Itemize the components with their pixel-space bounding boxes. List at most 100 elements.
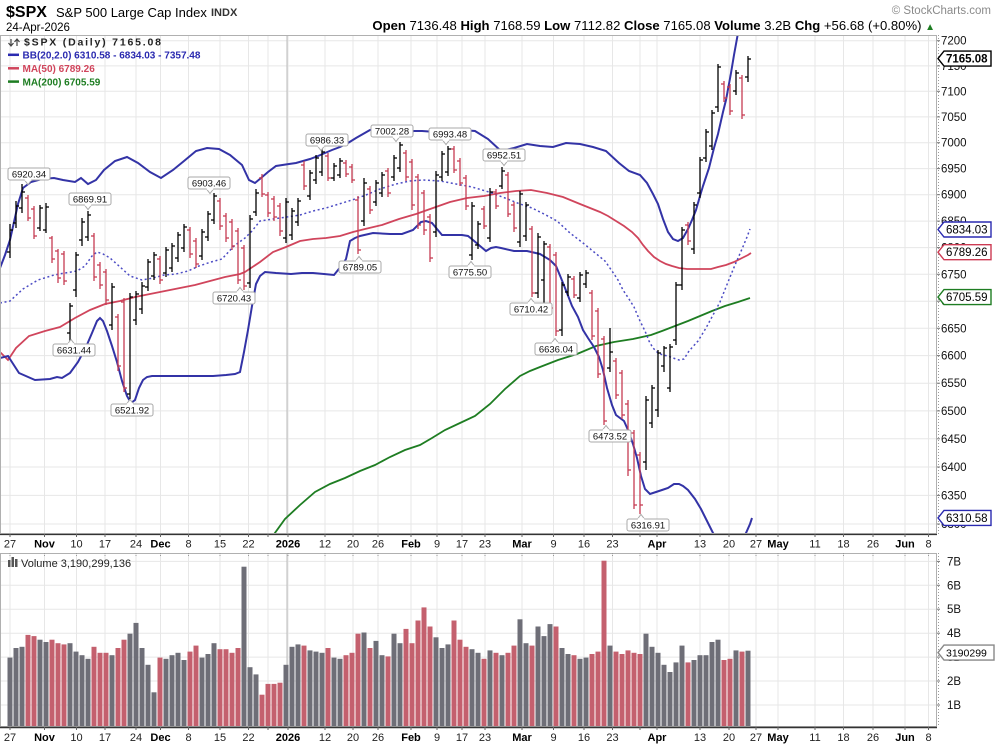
svg-text:Nov: Nov xyxy=(34,539,56,551)
svg-text:Apr: Apr xyxy=(648,732,668,744)
svg-text:9: 9 xyxy=(550,732,556,744)
svg-text:6500: 6500 xyxy=(941,406,967,418)
svg-text:27: 27 xyxy=(750,732,762,744)
svg-text:BB(20,2.0) 6310.58 - 6834.03 -: BB(20,2.0) 6310.58 - 6834.03 - 7357.48 xyxy=(23,50,201,61)
svg-text:May: May xyxy=(767,732,789,744)
svg-text:10: 10 xyxy=(70,539,82,551)
svg-text:15: 15 xyxy=(214,539,226,551)
svg-text:17: 17 xyxy=(456,732,468,744)
svg-text:7002.28: 7002.28 xyxy=(375,127,409,138)
svg-text:7B: 7B xyxy=(947,556,961,568)
svg-text:23: 23 xyxy=(479,539,491,551)
svg-text:Volume 3,190,299,136: Volume 3,190,299,136 xyxy=(21,558,131,570)
svg-text:6550: 6550 xyxy=(941,378,967,390)
svg-text:6920.34: 6920.34 xyxy=(12,170,46,181)
svg-text:7000: 7000 xyxy=(941,138,967,150)
svg-text:8: 8 xyxy=(185,539,191,551)
svg-text:24-Apr-2026: 24-Apr-2026 xyxy=(6,22,70,34)
svg-text:6473.52: 6473.52 xyxy=(593,432,627,443)
svg-text:23: 23 xyxy=(606,732,618,744)
svg-text:16: 16 xyxy=(578,539,590,551)
svg-text:7100: 7100 xyxy=(941,86,967,98)
svg-text:3190299: 3190299 xyxy=(946,648,987,660)
svg-text:17: 17 xyxy=(99,732,111,744)
svg-text:S&P 500 Large Cap Index: S&P 500 Large Cap Index xyxy=(56,5,207,20)
svg-text:6869.91: 6869.91 xyxy=(73,195,107,206)
svg-text:7165.08: 7165.08 xyxy=(946,54,988,66)
svg-text:6986.33: 6986.33 xyxy=(310,136,344,147)
svg-text:6450: 6450 xyxy=(941,434,967,446)
svg-text:11: 11 xyxy=(809,732,820,744)
svg-text:26: 26 xyxy=(372,732,384,744)
svg-text:26: 26 xyxy=(867,539,879,551)
svg-text:7050: 7050 xyxy=(941,112,967,124)
svg-text:9: 9 xyxy=(434,732,440,744)
svg-text:May: May xyxy=(767,539,789,551)
svg-text:6400: 6400 xyxy=(941,462,967,474)
svg-text:1B: 1B xyxy=(947,700,961,712)
svg-text:6650: 6650 xyxy=(941,323,967,335)
svg-text:MA(200) 6705.59: MA(200) 6705.59 xyxy=(23,77,101,88)
svg-text:18: 18 xyxy=(837,732,849,744)
svg-text:23: 23 xyxy=(606,539,618,551)
svg-text:2026: 2026 xyxy=(276,539,300,551)
svg-text:18: 18 xyxy=(837,539,849,551)
svg-text:Jun: Jun xyxy=(895,732,915,744)
svg-text:$SPX (Daily) 7165.08: $SPX (Daily) 7165.08 xyxy=(24,37,163,49)
svg-text:4B: 4B xyxy=(947,628,961,640)
svg-text:6952.51: 6952.51 xyxy=(487,151,521,162)
svg-text:23: 23 xyxy=(479,732,491,744)
svg-text:12: 12 xyxy=(319,732,331,744)
svg-text:6789.05: 6789.05 xyxy=(343,263,377,274)
svg-text:8: 8 xyxy=(185,732,191,744)
svg-text:10: 10 xyxy=(70,732,82,744)
svg-text:Jun: Jun xyxy=(895,539,915,551)
svg-text:MA(50) 6789.26: MA(50) 6789.26 xyxy=(23,64,96,75)
svg-text:20: 20 xyxy=(347,732,359,744)
svg-text:6750: 6750 xyxy=(941,269,967,281)
svg-text:6720.43: 6720.43 xyxy=(217,294,251,305)
svg-text:Open 7136.48 High 7168.59 Low: Open 7136.48 High 7168.59 Low 7112.82 Cl… xyxy=(372,18,935,33)
svg-text:2026: 2026 xyxy=(276,732,300,744)
svg-text:6775.50: 6775.50 xyxy=(453,268,487,279)
svg-text:17: 17 xyxy=(456,539,468,551)
svg-text:6900: 6900 xyxy=(941,190,967,202)
svg-text:20: 20 xyxy=(723,732,735,744)
svg-text:16: 16 xyxy=(578,732,590,744)
svg-text:Feb: Feb xyxy=(401,732,421,744)
svg-text:© StockCharts.com: © StockCharts.com xyxy=(892,5,991,17)
svg-text:15: 15 xyxy=(214,732,226,744)
svg-text:6950: 6950 xyxy=(941,164,967,176)
svg-text:6636.04: 6636.04 xyxy=(539,345,573,356)
svg-text:26: 26 xyxy=(867,732,879,744)
svg-text:24: 24 xyxy=(130,539,142,551)
svg-text:20: 20 xyxy=(347,539,359,551)
svg-text:7200: 7200 xyxy=(941,36,967,48)
svg-text:6705.59: 6705.59 xyxy=(946,292,988,304)
svg-text:6B: 6B xyxy=(947,580,961,592)
svg-text:9: 9 xyxy=(550,539,556,551)
svg-text:17: 17 xyxy=(99,539,111,551)
svg-text:27: 27 xyxy=(750,539,762,551)
svg-text:12: 12 xyxy=(319,539,331,551)
svg-text:Dec: Dec xyxy=(150,539,170,551)
svg-text:Mar: Mar xyxy=(512,539,532,551)
svg-text:13: 13 xyxy=(694,732,706,744)
svg-text:6789.26: 6789.26 xyxy=(946,247,988,259)
svg-text:22: 22 xyxy=(242,732,254,744)
svg-text:Mar: Mar xyxy=(512,732,532,744)
svg-text:6316.91: 6316.91 xyxy=(631,521,665,532)
svg-text:6521.92: 6521.92 xyxy=(115,406,149,417)
svg-text:22: 22 xyxy=(242,539,254,551)
svg-text:Feb: Feb xyxy=(401,539,421,551)
svg-text:9: 9 xyxy=(434,539,440,551)
svg-text:6600: 6600 xyxy=(941,351,967,363)
svg-text:$SPX: $SPX xyxy=(6,4,47,21)
svg-text:24: 24 xyxy=(130,732,142,744)
svg-text:Dec: Dec xyxy=(150,732,170,744)
svg-text:11: 11 xyxy=(809,539,820,551)
svg-text:6710.42: 6710.42 xyxy=(514,305,548,316)
svg-text:8: 8 xyxy=(925,732,931,744)
svg-text:26: 26 xyxy=(372,539,384,551)
svg-text:6310.58: 6310.58 xyxy=(946,513,988,525)
